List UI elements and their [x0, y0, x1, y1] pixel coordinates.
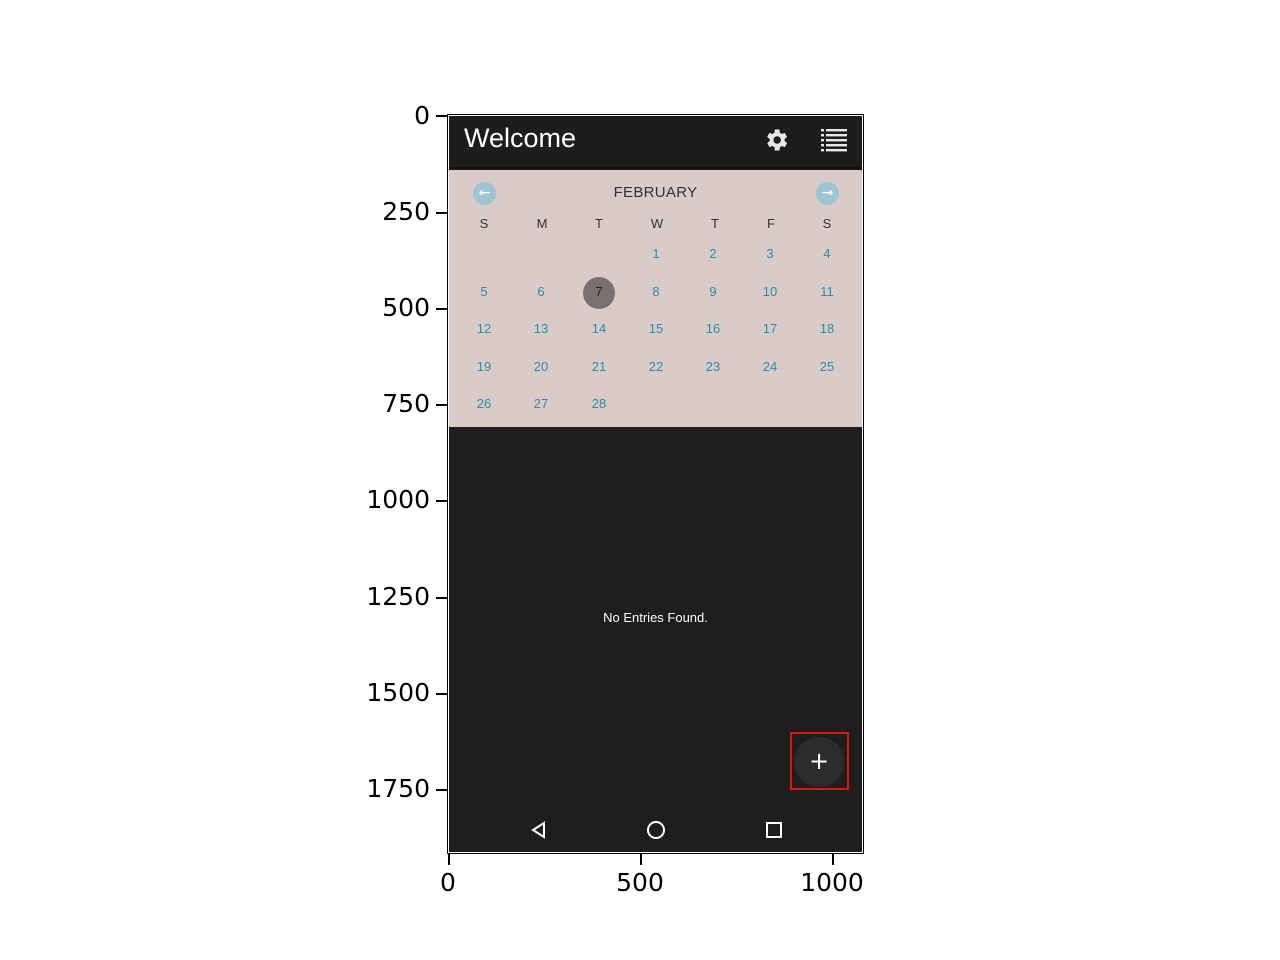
back-triangle-icon[interactable]: [529, 820, 549, 840]
y-tick-label: 250: [382, 197, 430, 226]
weekday-label: T: [595, 216, 603, 231]
y-tick-label: 1000: [366, 485, 430, 514]
calendar-day[interactable]: 8: [652, 284, 660, 299]
gear-icon[interactable]: [762, 126, 790, 154]
list-icon[interactable]: [820, 127, 848, 153]
calendar-day[interactable]: 9: [709, 284, 717, 299]
app-bar: Welcome: [449, 116, 862, 167]
calendar-day[interactable]: 25: [819, 359, 835, 374]
y-tick-mark: [436, 789, 447, 791]
calendar-day[interactable]: 18: [819, 321, 835, 336]
calendar-day[interactable]: 11: [820, 284, 834, 299]
selected-day-indicator: [583, 277, 615, 309]
calendar-day[interactable]: 13: [533, 321, 549, 336]
calendar-day[interactable]: 17: [762, 321, 778, 336]
y-tick-label: 1500: [366, 678, 430, 707]
app-title: Welcome: [464, 123, 577, 153]
system-nav-bar: [449, 812, 862, 852]
calendar-day[interactable]: 15: [648, 321, 664, 336]
weekday-label: S: [822, 216, 832, 231]
calendar-day[interactable]: 12: [476, 321, 492, 336]
calendar-day[interactable]: 14: [591, 321, 607, 336]
calendar-day[interactable]: 4: [823, 246, 831, 261]
calendar-day[interactable]: 3: [766, 246, 774, 261]
calendar-day[interactable]: 22: [648, 359, 664, 374]
calendar-day[interactable]: 2: [709, 246, 717, 261]
x-tick-label: 0: [440, 868, 456, 897]
calendar-day[interactable]: 6: [537, 284, 545, 299]
calendar: ← FEBRUARY → S M T W T F S 1 2 3 4 5 6 7…: [449, 170, 862, 427]
y-tick-mark: [436, 693, 447, 695]
highlight-box: [790, 732, 849, 790]
phone-screen: Welcome ← FEBRUARY → S M T W T F S 1 2 3…: [449, 116, 862, 852]
y-tick-mark: [436, 597, 447, 599]
calendar-day[interactable]: 10: [762, 284, 778, 299]
calendar-day[interactable]: 19: [476, 359, 492, 374]
calendar-day[interactable]: 27: [533, 396, 549, 411]
calendar-day[interactable]: 1: [652, 246, 660, 261]
home-circle-icon[interactable]: [646, 820, 666, 840]
x-tick-mark: [832, 854, 834, 865]
y-tick-mark: [436, 500, 447, 502]
weekday-label: W: [650, 216, 664, 231]
calendar-day[interactable]: 16: [705, 321, 721, 336]
arrow-right-icon[interactable]: →: [816, 182, 839, 205]
y-tick-mark: [436, 404, 447, 406]
add-entry-button[interactable]: +: [794, 737, 844, 787]
x-tick-label: 1000: [800, 868, 864, 897]
x-tick-label: 500: [616, 868, 664, 897]
x-tick-mark: [640, 854, 642, 865]
calendar-day[interactable]: 21: [591, 359, 607, 374]
weekday-label: S: [479, 216, 489, 231]
y-tick-mark: [436, 212, 447, 214]
x-tick-mark: [448, 854, 450, 865]
y-tick-label: 1250: [366, 582, 430, 611]
y-tick-label: 0: [414, 101, 430, 130]
y-tick-label: 500: [382, 293, 430, 322]
y-tick-label: 1750: [366, 774, 430, 803]
calendar-day[interactable]: 20: [533, 359, 549, 374]
calendar-day[interactable]: 28: [591, 396, 607, 411]
weekday-label: T: [711, 216, 719, 231]
recents-square-icon[interactable]: [764, 820, 784, 840]
y-tick-mark: [436, 308, 447, 310]
weekday-label: M: [536, 216, 548, 231]
month-label: FEBRUARY: [613, 184, 698, 201]
y-tick-mark: [436, 115, 447, 117]
plot-frame: [447, 114, 864, 854]
calendar-day[interactable]: 26: [476, 396, 492, 411]
arrow-left-icon[interactable]: ←: [473, 182, 496, 205]
weekday-label: F: [767, 216, 775, 231]
empty-entries-message: No Entries Found.: [603, 610, 708, 625]
y-tick-label: 750: [382, 389, 430, 418]
calendar-day-selected[interactable]: 7: [595, 284, 603, 299]
calendar-day[interactable]: 5: [480, 284, 488, 299]
calendar-day[interactable]: 24: [762, 359, 778, 374]
calendar-day[interactable]: 23: [705, 359, 721, 374]
